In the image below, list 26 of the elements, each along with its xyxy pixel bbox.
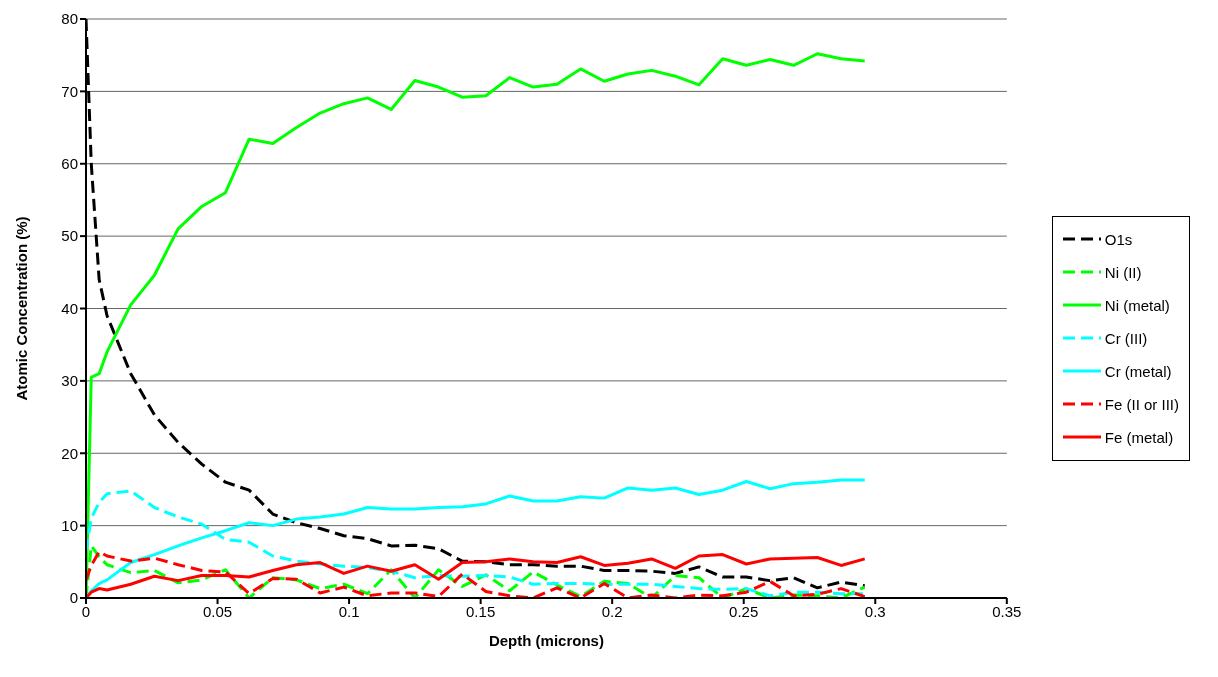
y-tick-label: 0 bbox=[69, 589, 78, 607]
x-tick-label: 0 bbox=[81, 602, 91, 620]
y-axis-title: Atomic Concentration (%) bbox=[13, 216, 31, 401]
y-tick-label: 30 bbox=[61, 372, 78, 390]
legend-label: Ni (II) bbox=[1104, 263, 1142, 281]
y-tick-label: 60 bbox=[61, 155, 78, 173]
x-tick-label: 0.25 bbox=[729, 602, 759, 620]
legend-label: Fe (II or III) bbox=[1104, 395, 1179, 413]
x-tick-label: 0.2 bbox=[601, 602, 623, 620]
y-tick-label: 80 bbox=[61, 10, 78, 28]
y-tick-label: 40 bbox=[61, 299, 78, 317]
y-tick-label: 70 bbox=[61, 82, 78, 100]
legend-label: Fe (metal) bbox=[1104, 428, 1174, 446]
x-tick-label: 0.1 bbox=[338, 602, 360, 620]
y-tick-label: 10 bbox=[61, 516, 78, 534]
x-tick-label: 0.15 bbox=[466, 602, 496, 620]
legend-label: Cr (metal) bbox=[1104, 362, 1172, 380]
y-tick-label: 50 bbox=[61, 227, 78, 245]
y-tick-label: 20 bbox=[61, 444, 78, 462]
x-tick-label: 0.35 bbox=[992, 602, 1022, 620]
x-axis-title: Depth (microns) bbox=[488, 632, 604, 649]
legend-label: Cr (III) bbox=[1104, 329, 1148, 347]
legend-label: Ni (metal) bbox=[1104, 296, 1170, 314]
x-tick-label: 0.3 bbox=[864, 602, 886, 620]
legend-label: O1s bbox=[1104, 230, 1133, 248]
x-tick-label: 0.05 bbox=[202, 602, 233, 620]
